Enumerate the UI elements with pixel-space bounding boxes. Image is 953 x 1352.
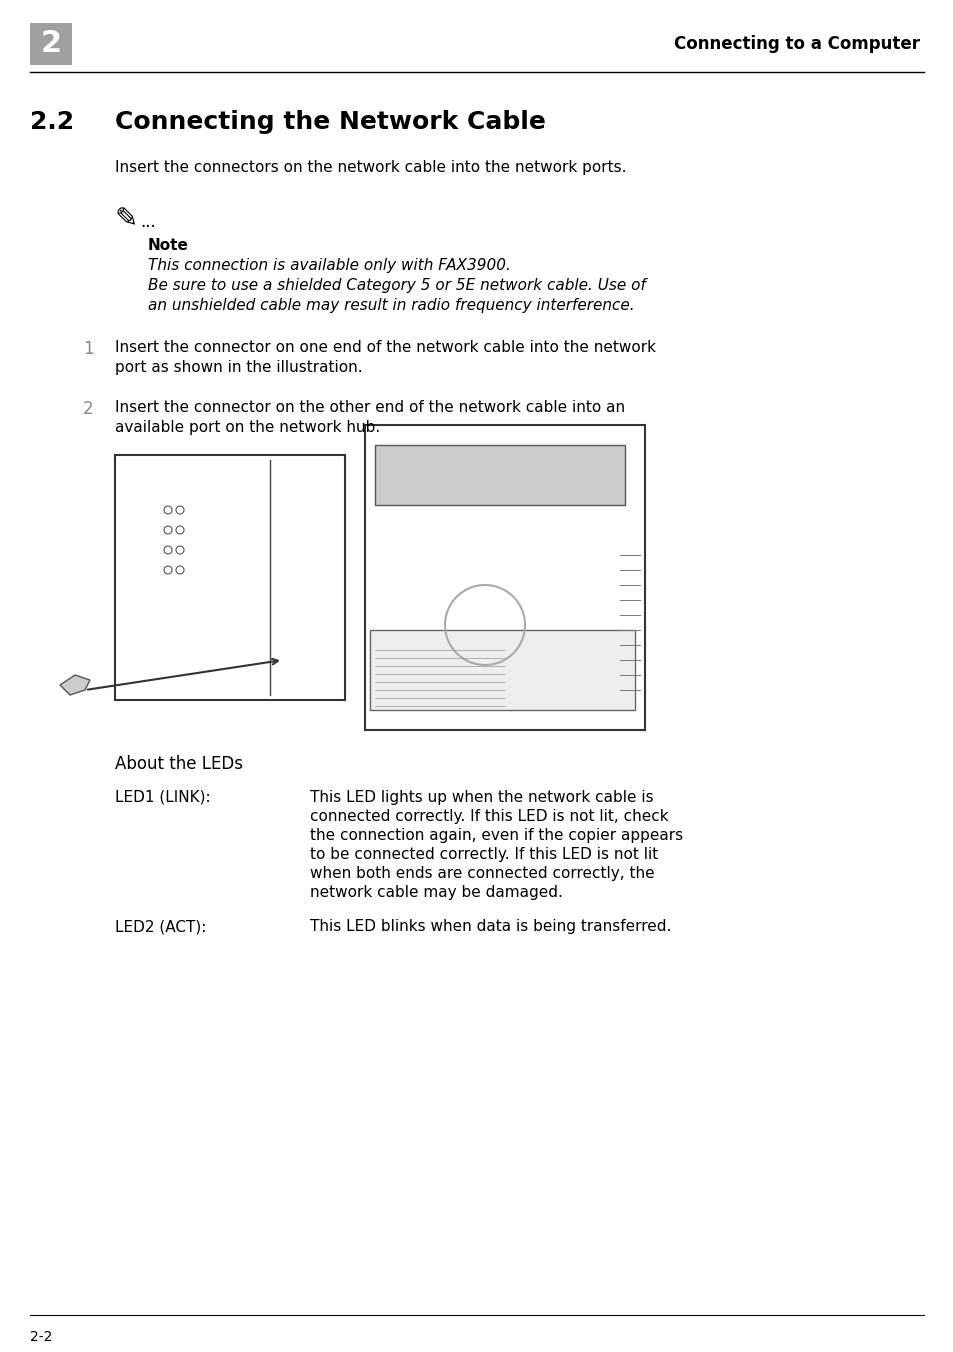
Text: About the LEDs: About the LEDs [115, 754, 243, 773]
Text: the connection again, even if the copier appears: the connection again, even if the copier… [310, 827, 682, 844]
Text: ✎: ✎ [115, 206, 138, 233]
Text: 2.2: 2.2 [30, 110, 74, 134]
FancyBboxPatch shape [375, 445, 624, 506]
Text: Connecting the Network Cable: Connecting the Network Cable [115, 110, 545, 134]
Text: LED2 (ACT):: LED2 (ACT): [115, 919, 206, 934]
Text: This LED blinks when data is being transferred.: This LED blinks when data is being trans… [310, 919, 671, 934]
Text: Be sure to use a shielded Category 5 or 5E network cable. Use of: Be sure to use a shielded Category 5 or … [148, 279, 645, 293]
Text: ...: ... [140, 214, 155, 231]
Text: Insert the connectors on the network cable into the network ports.: Insert the connectors on the network cab… [115, 160, 626, 174]
Text: This connection is available only with FAX3900.: This connection is available only with F… [148, 258, 511, 273]
Text: 2: 2 [83, 400, 93, 418]
Text: 2-2: 2-2 [30, 1330, 52, 1344]
Text: when both ends are connected correctly, the: when both ends are connected correctly, … [310, 867, 654, 882]
FancyBboxPatch shape [365, 425, 644, 730]
Text: Note: Note [148, 238, 189, 253]
Bar [115, 456, 345, 700]
Text: available port on the network hub.: available port on the network hub. [115, 420, 380, 435]
Text: port as shown in the illustration.: port as shown in the illustration. [115, 360, 362, 375]
Text: Connecting to a Computer: Connecting to a Computer [673, 35, 919, 53]
Text: to be connected correctly. If this LED is not lit: to be connected correctly. If this LED i… [310, 846, 658, 863]
Polygon shape [60, 675, 90, 695]
Text: network cable may be damaged.: network cable may be damaged. [310, 886, 562, 900]
Text: This LED lights up when the network cable is: This LED lights up when the network cabl… [310, 790, 653, 804]
Text: connected correctly. If this LED is not lit, check: connected correctly. If this LED is not … [310, 808, 668, 823]
FancyBboxPatch shape [30, 23, 71, 65]
Bar [370, 630, 635, 710]
Text: 1: 1 [83, 339, 93, 358]
Text: an unshielded cable may result in radio frequency interference.: an unshielded cable may result in radio … [148, 297, 634, 314]
Text: 2: 2 [40, 30, 62, 58]
Text: LED1 (LINK):: LED1 (LINK): [115, 790, 211, 804]
Text: Insert the connector on the other end of the network cable into an: Insert the connector on the other end of… [115, 400, 624, 415]
Text: Insert the connector on one end of the network cable into the network: Insert the connector on one end of the n… [115, 339, 656, 356]
